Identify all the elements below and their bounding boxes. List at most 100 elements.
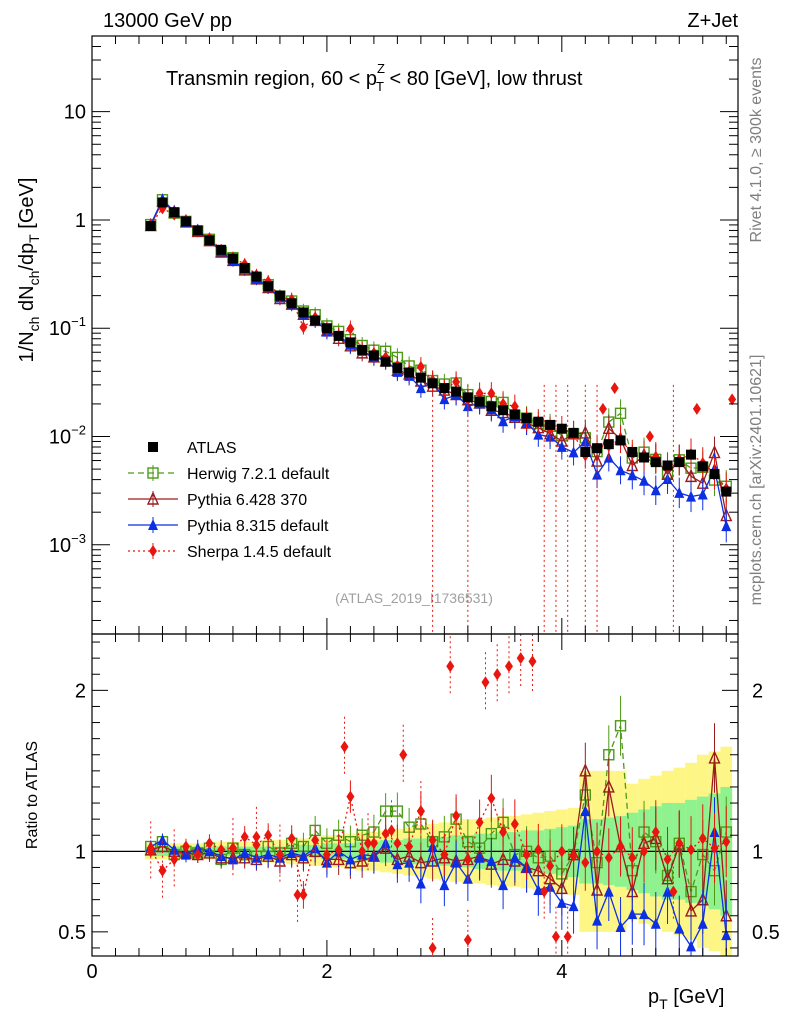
data-point-ratio bbox=[509, 851, 520, 863]
ylabel-c-sub: T bbox=[26, 234, 42, 243]
atlas-data-point bbox=[533, 416, 544, 427]
data-point-ratio bbox=[628, 851, 637, 864]
data-point-ratio bbox=[181, 840, 190, 853]
y-tick-label: 10−1 bbox=[49, 314, 86, 340]
legend-marker bbox=[146, 491, 160, 505]
atlas-data-point bbox=[333, 330, 344, 341]
data-point-ratio bbox=[568, 900, 579, 912]
x-tick-label: 2 bbox=[321, 961, 332, 983]
data-point-ratio bbox=[205, 837, 214, 850]
data-point-ratio bbox=[674, 922, 685, 934]
ylabel-b: dN bbox=[16, 285, 38, 316]
data-point-ratio bbox=[616, 840, 625, 853]
ylabel-c: /dp bbox=[16, 243, 38, 271]
sherpa-outlier-point bbox=[493, 668, 502, 681]
y-tick-label: 10−2 bbox=[49, 423, 86, 449]
atlas-data-point bbox=[404, 367, 415, 378]
atlas-data-point bbox=[251, 271, 262, 282]
data-point-ratio bbox=[474, 851, 485, 863]
sherpa-outlier-point bbox=[275, 848, 284, 861]
legend-label: ATLAS bbox=[187, 440, 237, 457]
data-point-ratio bbox=[439, 879, 450, 891]
atlas-data-point bbox=[462, 392, 473, 403]
data-point-ratio bbox=[534, 843, 543, 856]
data-point-ratio bbox=[440, 848, 449, 861]
atlas-data-point bbox=[674, 457, 685, 468]
data-point-ratio bbox=[240, 830, 249, 843]
legend-label: Pythia 8.315 default bbox=[187, 518, 329, 535]
data-point-ratio bbox=[311, 834, 320, 847]
data-point-ratio bbox=[369, 837, 378, 850]
data-point-ratio bbox=[602, 779, 615, 793]
data-point-ratio bbox=[299, 888, 308, 901]
data-point-ratio bbox=[615, 921, 626, 933]
data-point-ratio bbox=[522, 848, 531, 861]
data-point-ratio bbox=[510, 817, 519, 830]
atlas-data-point bbox=[380, 356, 391, 367]
data-point-ratio bbox=[546, 859, 555, 872]
header-right: Z+Jet bbox=[687, 10, 738, 32]
side-text-bottom: mcplots.cern.ch [arXiv:2401.10621] bbox=[748, 355, 765, 606]
ratio-y-tick-label: 2 bbox=[75, 680, 86, 702]
sherpa-outlier-point bbox=[669, 885, 678, 898]
data-point-main bbox=[697, 488, 708, 500]
data-point-ratio bbox=[499, 826, 508, 839]
data-point-main bbox=[416, 360, 425, 373]
data-point-ratio bbox=[498, 879, 509, 891]
x-tick-label: 4 bbox=[556, 961, 567, 983]
sherpa-outlier-point bbox=[364, 837, 373, 850]
ylabel-d: [GeV] bbox=[16, 178, 38, 235]
data-point-main bbox=[614, 407, 627, 420]
data-point-ratio bbox=[487, 792, 496, 805]
data-point-ratio bbox=[557, 845, 566, 858]
atlas-data-point bbox=[545, 419, 556, 430]
sherpa-outlier-point bbox=[481, 676, 490, 689]
data-point-main bbox=[510, 400, 519, 413]
xlabel-main: p bbox=[648, 986, 659, 1008]
atlas-data-point bbox=[509, 409, 520, 420]
data-point-ratio bbox=[592, 914, 603, 926]
ratio-frame bbox=[91, 633, 739, 957]
data-point-ratio bbox=[428, 834, 437, 847]
sherpa-outlier-point bbox=[540, 885, 549, 898]
atlas-data-point bbox=[145, 220, 156, 231]
sherpa-outlier-point bbox=[416, 805, 425, 818]
data-point-ratio bbox=[580, 805, 591, 817]
legend-marker bbox=[148, 442, 158, 452]
y-tick-label: 10−3 bbox=[49, 531, 86, 557]
atlas-data-point bbox=[474, 396, 485, 407]
data-point-ratio bbox=[593, 845, 602, 858]
data-point-ratio bbox=[640, 845, 649, 858]
atlas-data-point bbox=[368, 350, 379, 361]
sherpa-outlier-point bbox=[551, 930, 560, 943]
data-point-ratio bbox=[392, 858, 403, 870]
title-tail: < 80 [GeV], low thrust bbox=[384, 68, 583, 90]
y-tick-label: 10 bbox=[64, 102, 86, 124]
atlas-data-point bbox=[439, 383, 450, 394]
atlas-data-point bbox=[321, 323, 332, 334]
data-point-main bbox=[498, 415, 509, 427]
atlas-data-point bbox=[274, 290, 285, 301]
title-sub: T bbox=[376, 79, 384, 94]
atlas-data-point bbox=[263, 281, 274, 292]
data-point-ratio bbox=[708, 750, 721, 764]
ylabel-a: 1/N bbox=[16, 331, 38, 362]
atlas-data-point bbox=[157, 197, 168, 208]
data-point-ratio bbox=[675, 837, 684, 850]
data-point-main bbox=[627, 469, 638, 481]
data-point-ratio bbox=[264, 829, 273, 842]
sherpa-outlier-point bbox=[146, 845, 155, 858]
analysis-id: (ATLAS_2019_I1736531) bbox=[335, 590, 493, 606]
axes: 10 1 10−1 10−2 10−3 0 2 4 2 2 1 1 0.5 0.5 bbox=[49, 35, 780, 983]
data-point-ratio bbox=[698, 832, 707, 845]
data-point-ratio bbox=[287, 832, 296, 845]
atlas-data-point bbox=[180, 216, 191, 227]
data-point-ratio bbox=[721, 929, 732, 941]
sherpa-outlier-point bbox=[228, 842, 237, 855]
atlas-data-point bbox=[192, 225, 203, 236]
data-point-main bbox=[721, 520, 732, 532]
data-point-ratio bbox=[391, 805, 404, 817]
sherpa-outlier-point bbox=[463, 933, 472, 946]
series-line-ratio bbox=[150, 757, 727, 916]
